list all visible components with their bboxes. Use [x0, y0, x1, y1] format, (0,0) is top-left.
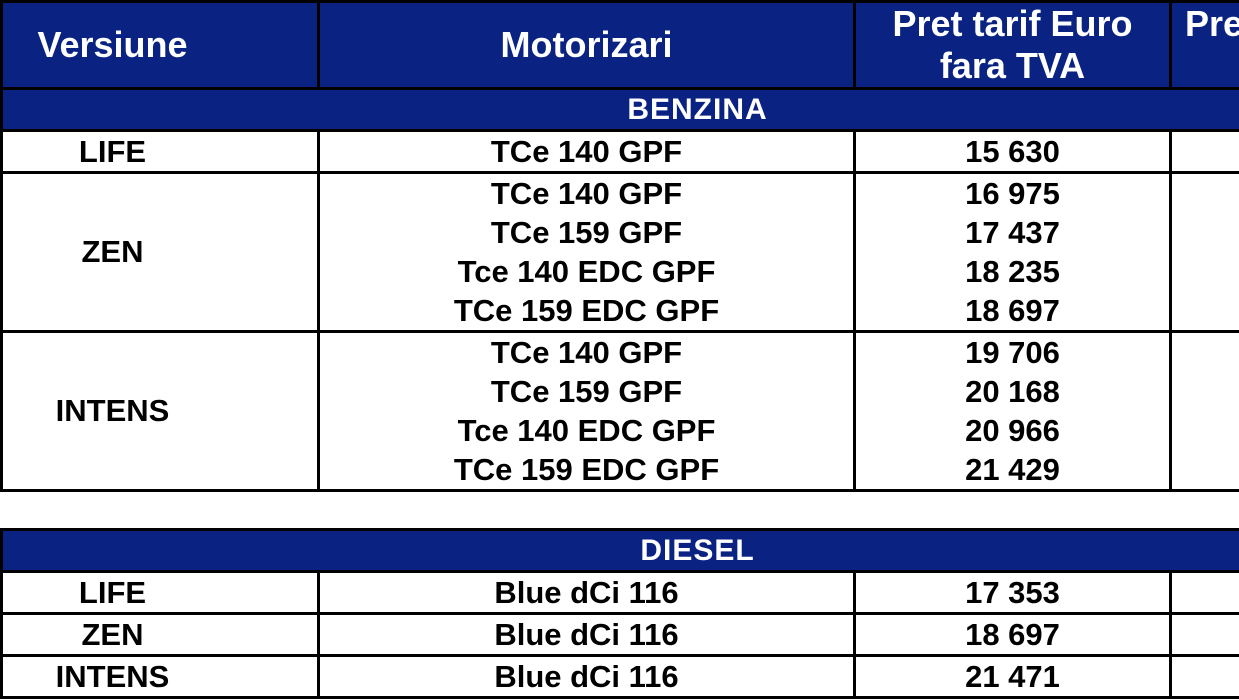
price-cell: 17 353: [853, 570, 1172, 615]
price-cell: 15 630: [853, 129, 1172, 174]
engine-line: TCe 140 GPF: [490, 134, 683, 169]
col-header-pret-cutoff: Pre: [1169, 0, 1239, 90]
header-row: Versiune Motorizari Pret tarif Euro fara…: [0, 0, 1239, 90]
group-row-life: LIFE TCe 140 GPF 15 630: [0, 129, 1239, 174]
price-line: 15 630: [965, 134, 1060, 169]
col-header-pret-line2: fara TVA: [939, 45, 1086, 86]
price-line: 21 429: [965, 452, 1060, 487]
price-line: 16 975: [965, 176, 1060, 211]
price-cell: 18 697: [853, 612, 1172, 657]
version-cell: LIFE: [0, 129, 320, 174]
engine-line: Tce 140 EDC GPF: [457, 254, 716, 289]
empty-cell: [1168, 654, 1239, 699]
price-table-diesel: DIESEL LIFE Blue dCi 116 17 353 ZEN Blue dCi …: [0, 528, 1239, 699]
col-header-motorizari: Motorizari: [317, 0, 856, 90]
engine-line: Blue dCi 116: [494, 617, 679, 652]
group-row-life: LIFE Blue dCi 116 17 353: [0, 570, 1239, 615]
version-cell: ZEN: [0, 612, 320, 657]
price-line: 20 966: [965, 413, 1060, 448]
engine-line: TCe 159 GPF: [490, 374, 683, 409]
empty-cell: [1169, 129, 1239, 174]
price-line: 21 471: [965, 659, 1060, 694]
col-header-pret-line1: Pret tarif Euro: [892, 3, 1133, 44]
col-header-versiune: Versiune: [0, 0, 320, 90]
price-cell: 19 706 20 168 20 966 21 429: [853, 330, 1172, 492]
price-line: 17 437: [965, 215, 1060, 250]
engine-cell: TCe 140 GPF TCe 159 GPF Tce 140 EDC GPF TCe…: [317, 171, 856, 333]
group-row-intens: INTENS TCe 140 GPF TCe 159 GPF Tce 140 EDC …: [0, 330, 1239, 492]
engine-cell: Blue dCi 116: [317, 612, 856, 657]
engine-cell: Blue dCi 116: [317, 654, 856, 699]
engine-line: TCe 159 EDC GPF: [453, 293, 720, 328]
col-header-pret-fara-tva: Pret tarif Euro fara TVA: [853, 0, 1172, 90]
version-cell: INTENS: [0, 330, 320, 492]
engine-line: TCe 159 GPF: [490, 215, 683, 250]
engine-line: TCe 159 EDC GPF: [453, 452, 720, 487]
section-band-row: BENZINA: [0, 87, 1239, 132]
engine-line: TCe 140 GPF: [490, 335, 683, 370]
group-row-zen: ZEN TCe 140 GPF TCe 159 GPF Tce 140 EDC GPF…: [0, 171, 1239, 333]
col-header-cutoff-text: Pre: [1185, 3, 1239, 44]
version-cell: INTENS: [0, 654, 320, 699]
benzina-section-body: BENZINA LIFE TCe 140 GPF 15 630 ZEN TCe 140 G…: [0, 87, 1239, 492]
price-line: 17 353: [965, 575, 1060, 610]
group-row-intens: INTENS Blue dCi 116 21 471: [0, 654, 1239, 699]
engine-line: Blue dCi 116: [494, 659, 679, 694]
section-title: BENZINA: [0, 87, 1239, 132]
empty-cell: [1168, 612, 1239, 657]
engine-cell: TCe 140 GPF: [317, 129, 856, 174]
diesel-section-body: DIESEL LIFE Blue dCi 116 17 353 ZEN Blue dCi …: [0, 528, 1239, 699]
engine-line: TCe 140 GPF: [490, 176, 683, 211]
section-title: DIESEL: [0, 528, 1239, 573]
table-header: Versiune Motorizari Pret tarif Euro fara…: [0, 0, 1239, 90]
empty-cell: [1169, 330, 1239, 492]
version-cell: ZEN: [0, 171, 320, 333]
engine-line: Blue dCi 116: [494, 575, 679, 610]
empty-cell: [1169, 171, 1239, 333]
engine-line: Tce 140 EDC GPF: [457, 413, 716, 448]
engine-cell: TCe 140 GPF TCe 159 GPF Tce 140 EDC GPF TCe…: [317, 330, 856, 492]
price-line: 18 235: [965, 254, 1060, 289]
price-cell: 16 975 17 437 18 235 18 697: [853, 171, 1172, 333]
version-cell: LIFE: [0, 570, 320, 615]
price-line: 20 168: [965, 374, 1060, 409]
price-line: 18 697: [965, 617, 1060, 652]
price-cell: 21 471: [853, 654, 1172, 699]
price-line: 19 706: [965, 335, 1060, 370]
empty-cell: [1168, 570, 1239, 615]
section-band-row: DIESEL: [0, 528, 1239, 573]
engine-cell: Blue dCi 116: [317, 570, 856, 615]
price-line: 18 697: [965, 293, 1060, 328]
price-table-benzina: Versiune Motorizari Pret tarif Euro fara…: [0, 0, 1239, 492]
group-row-zen: ZEN Blue dCi 116 18 697: [0, 612, 1239, 657]
section-gap: [0, 492, 1239, 528]
